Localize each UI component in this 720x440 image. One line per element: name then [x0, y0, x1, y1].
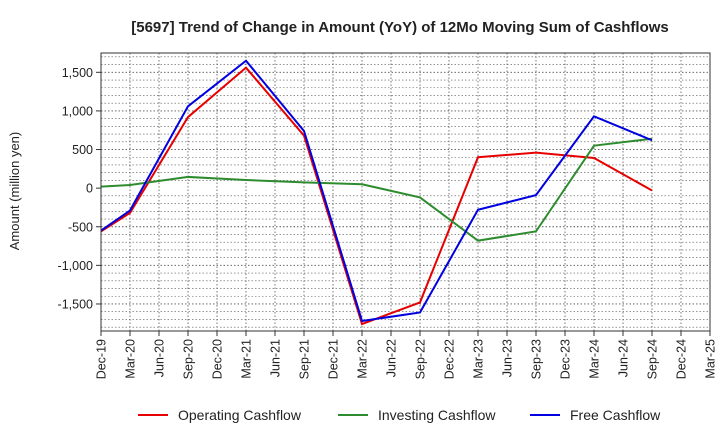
axes: -1,500 -1,000 -500 0 500 1,000 1,500 Dec-19 Mar-… — [58, 66, 718, 380]
x-tick-label: Sep-23 — [530, 339, 544, 379]
series-lines — [100, 59, 653, 326]
legend: Operating Cashflow Investing Cashflow Free… — [138, 407, 661, 423]
x-tick-label: Sep-20 — [182, 339, 196, 379]
plot-frame — [100, 52, 711, 332]
x-tick-label: Sep-24 — [646, 339, 660, 379]
x-tick-label: Jun-24 — [617, 339, 631, 377]
y-tick-label: 0 — [86, 182, 93, 196]
x-tick-label: Mar-25 — [704, 339, 718, 379]
x-tick-label: Mar-24 — [588, 339, 602, 379]
series-line-free-cashflow — [100, 59, 653, 323]
y-tick-label: 500 — [72, 143, 93, 157]
y-tick-label: 1,000 — [62, 104, 93, 118]
legend-label: Investing Cashflow — [378, 407, 496, 423]
x-tick-label: Mar-23 — [472, 339, 486, 379]
legend-label: Operating Cashflow — [178, 407, 302, 423]
x-tick-label: Dec-21 — [327, 339, 341, 379]
series-line-investing-cashflow — [100, 137, 653, 242]
series-line-operating-cashflow — [100, 66, 653, 326]
x-tick-label: Mar-20 — [124, 339, 138, 379]
y-tick-label: -500 — [68, 220, 93, 234]
x-tick-label: Mar-22 — [356, 339, 370, 379]
x-tick-label: Jun-23 — [501, 339, 515, 377]
x-tick-label: Mar-21 — [240, 339, 254, 379]
x-tick-label: Sep-21 — [298, 339, 312, 379]
y-tick-label: -1,000 — [58, 259, 93, 273]
y-axis-label: Amount (million yen) — [7, 132, 22, 251]
grid-lines — [101, 53, 710, 331]
x-tick-label: Dec-24 — [675, 339, 689, 379]
y-tick-label: -1,500 — [58, 297, 93, 311]
x-tick-label: Dec-19 — [95, 339, 109, 379]
y-tick-label: 1,500 — [62, 66, 93, 80]
x-tick-label: Dec-22 — [443, 339, 457, 379]
x-tick-label: Sep-22 — [414, 339, 428, 379]
x-tick-label: Jun-21 — [269, 339, 283, 377]
x-tick-label: Jun-22 — [385, 339, 399, 377]
x-tick-label: Dec-23 — [559, 339, 573, 379]
x-tick-label: Jun-20 — [153, 339, 167, 377]
chart-title: [5697] Trend of Change in Amount (YoY) o… — [131, 19, 669, 36]
x-tick-label: Dec-20 — [211, 339, 225, 379]
legend-label: Free Cashflow — [570, 407, 661, 423]
